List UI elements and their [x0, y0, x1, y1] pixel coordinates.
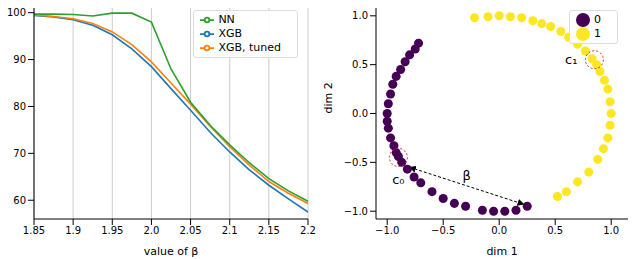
svg-text:0.0: 0.0 [352, 108, 368, 119]
svg-text:90: 90 [13, 54, 26, 65]
html-text:1: 1 [594, 27, 601, 40]
svg-text:2.15: 2.15 [258, 225, 280, 236]
svg-text:−1.0: −1.0 [344, 206, 368, 217]
svg-text:1.0: 1.0 [352, 10, 368, 21]
svg-text:1.0: 1.0 [603, 225, 619, 236]
svg-text:2.0: 2.0 [143, 225, 159, 236]
svg-text:value of β: value of β [144, 245, 199, 258]
svg-text:dim 1: dim 1 [486, 245, 517, 258]
svg-text:β: β [463, 168, 471, 183]
svg-text:2.2: 2.2 [300, 225, 316, 236]
svg-text:2.05: 2.05 [179, 225, 201, 236]
svg-text:100: 100 [8, 7, 26, 18]
svg-text:0.5: 0.5 [352, 59, 368, 70]
svg-text:0.0: 0.0 [491, 225, 507, 236]
html-text:NN: NN [218, 13, 235, 26]
svg-text:1.9: 1.9 [65, 225, 81, 236]
svg-text:1.85: 1.85 [23, 225, 45, 236]
svg-text:60: 60 [13, 195, 26, 206]
svg-text:0.5: 0.5 [547, 225, 563, 236]
svg-text:70: 70 [13, 148, 26, 159]
svg-text:c₁: c₁ [565, 52, 577, 67]
svg-text:−1.0: −1.0 [375, 225, 399, 236]
svg-text:1.95: 1.95 [101, 225, 123, 236]
svg-text:2.1: 2.1 [222, 225, 238, 236]
html-text:XGB, tuned: XGB, tuned [218, 41, 281, 54]
svg-text:−0.5: −0.5 [344, 157, 368, 168]
html-text:0: 0 [594, 13, 601, 26]
svg-text:−0.5: −0.5 [431, 225, 455, 236]
svg-text:dim 2: dim 2 [322, 82, 335, 113]
html-text:XGB: XGB [218, 27, 242, 40]
svg-text:80: 80 [13, 101, 26, 112]
svg-text:c₀: c₀ [392, 172, 404, 187]
